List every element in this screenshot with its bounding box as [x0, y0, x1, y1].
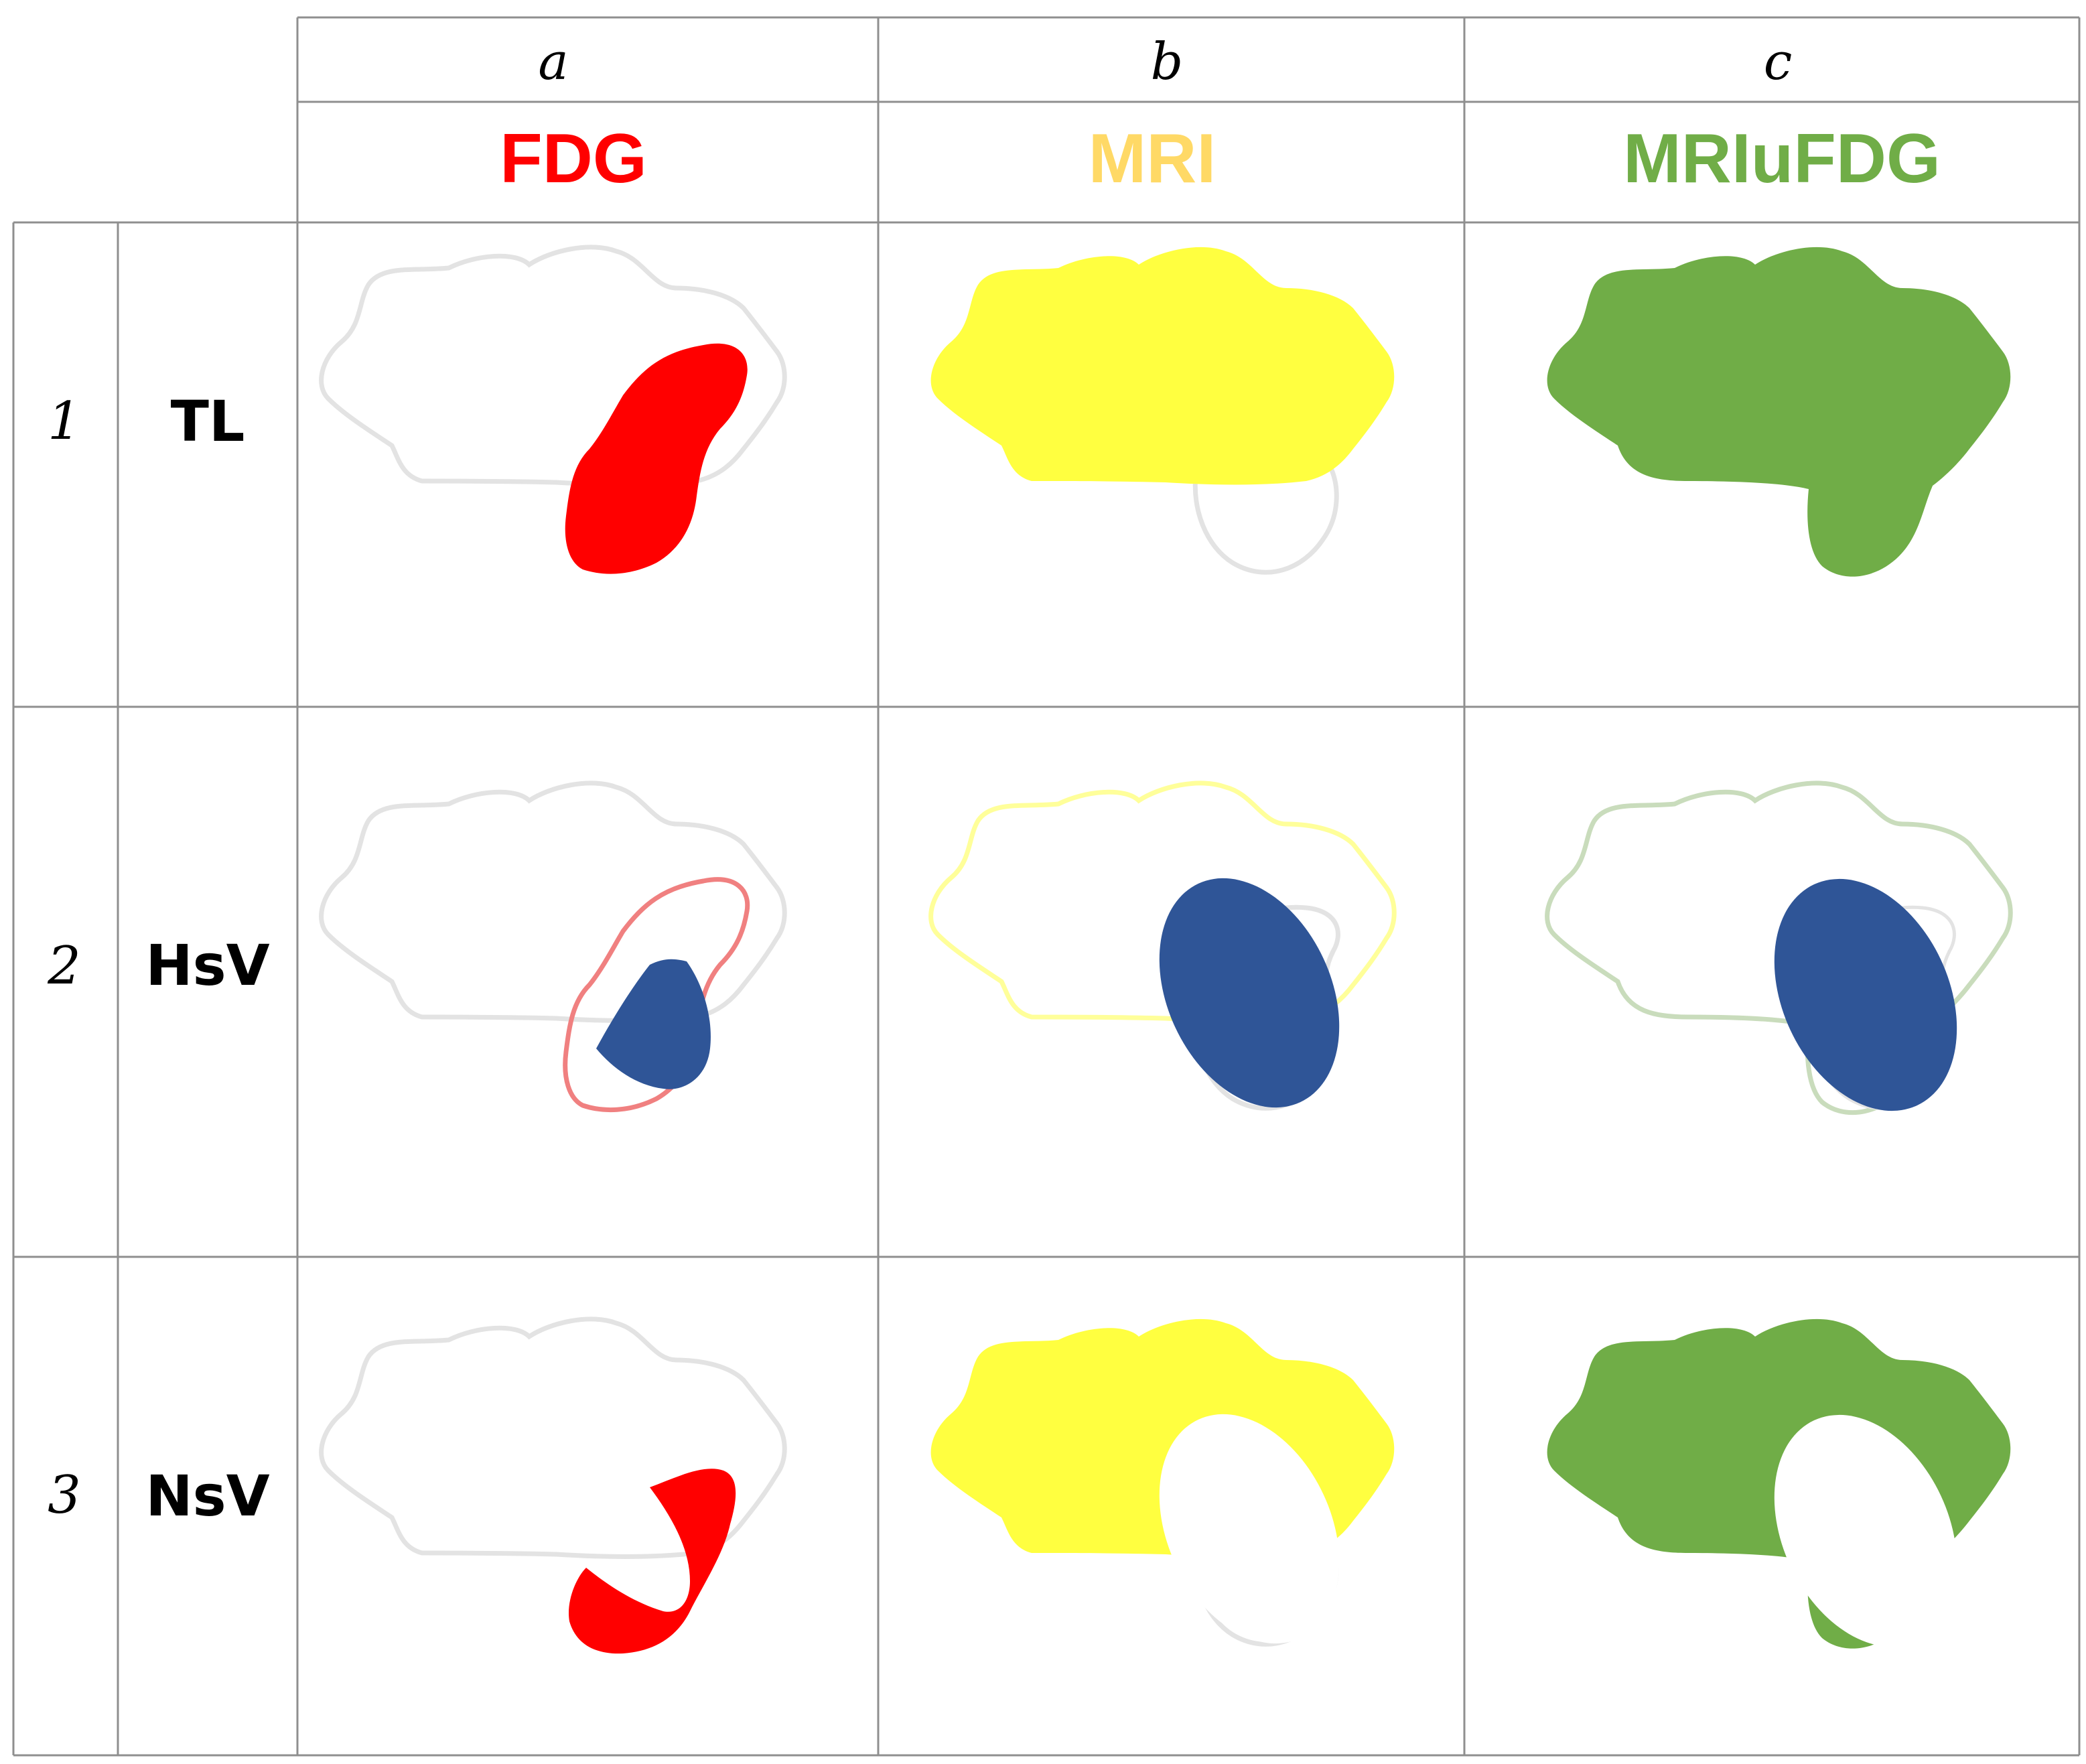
lesion-region: [1774, 878, 1957, 1111]
row-header-1: 1 TL: [48, 389, 245, 454]
row-number: 2: [47, 936, 81, 996]
cell-3a-fdg-illustration: [322, 1319, 785, 1654]
cell-2c-union-illustration: [1547, 783, 2011, 1140]
fdg-crescent: [569, 1469, 736, 1654]
cell-3b-mri-illustration: [930, 1318, 1395, 1673]
cell-1a-fdg-illustration: [322, 247, 785, 574]
cell-1c-union-illustration: [1547, 247, 2011, 577]
column-header-b: b MRI: [1089, 31, 1216, 198]
lesion-region: [596, 959, 711, 1089]
row-label: NsV: [145, 1463, 269, 1529]
table-grid: [12, 16, 2081, 1757]
row-header-2: 2 HsV: [47, 933, 269, 998]
row-header-3: 3 NsV: [48, 1463, 269, 1529]
row-label: HsV: [145, 933, 269, 998]
column-letter: a: [538, 31, 568, 91]
cell-1b-mri-illustration: [930, 247, 1395, 572]
row-label: TL: [171, 389, 245, 454]
cell-3c-union-illustration: [1547, 1318, 2011, 1649]
non-signal-void: [1159, 1414, 1340, 1644]
column-header-c: c MRIuFDG: [1623, 31, 1941, 198]
lesion-region: [1159, 878, 1340, 1108]
column-header-a: a FDG: [500, 31, 647, 198]
row-number: 1: [48, 391, 81, 452]
non-signal-void: [1774, 1414, 1957, 1647]
column-letter: b: [1151, 31, 1184, 91]
column-modality-label: MRI: [1089, 120, 1216, 198]
cell-2a-fdg-illustration: [322, 783, 785, 1110]
row-number: 3: [48, 1465, 81, 1525]
column-modality-label: MRIuFDG: [1623, 120, 1941, 198]
column-modality-label: FDG: [500, 120, 647, 198]
column-letter: c: [1764, 31, 1793, 91]
cell-2b-mri-illustration: [931, 783, 1395, 1137]
